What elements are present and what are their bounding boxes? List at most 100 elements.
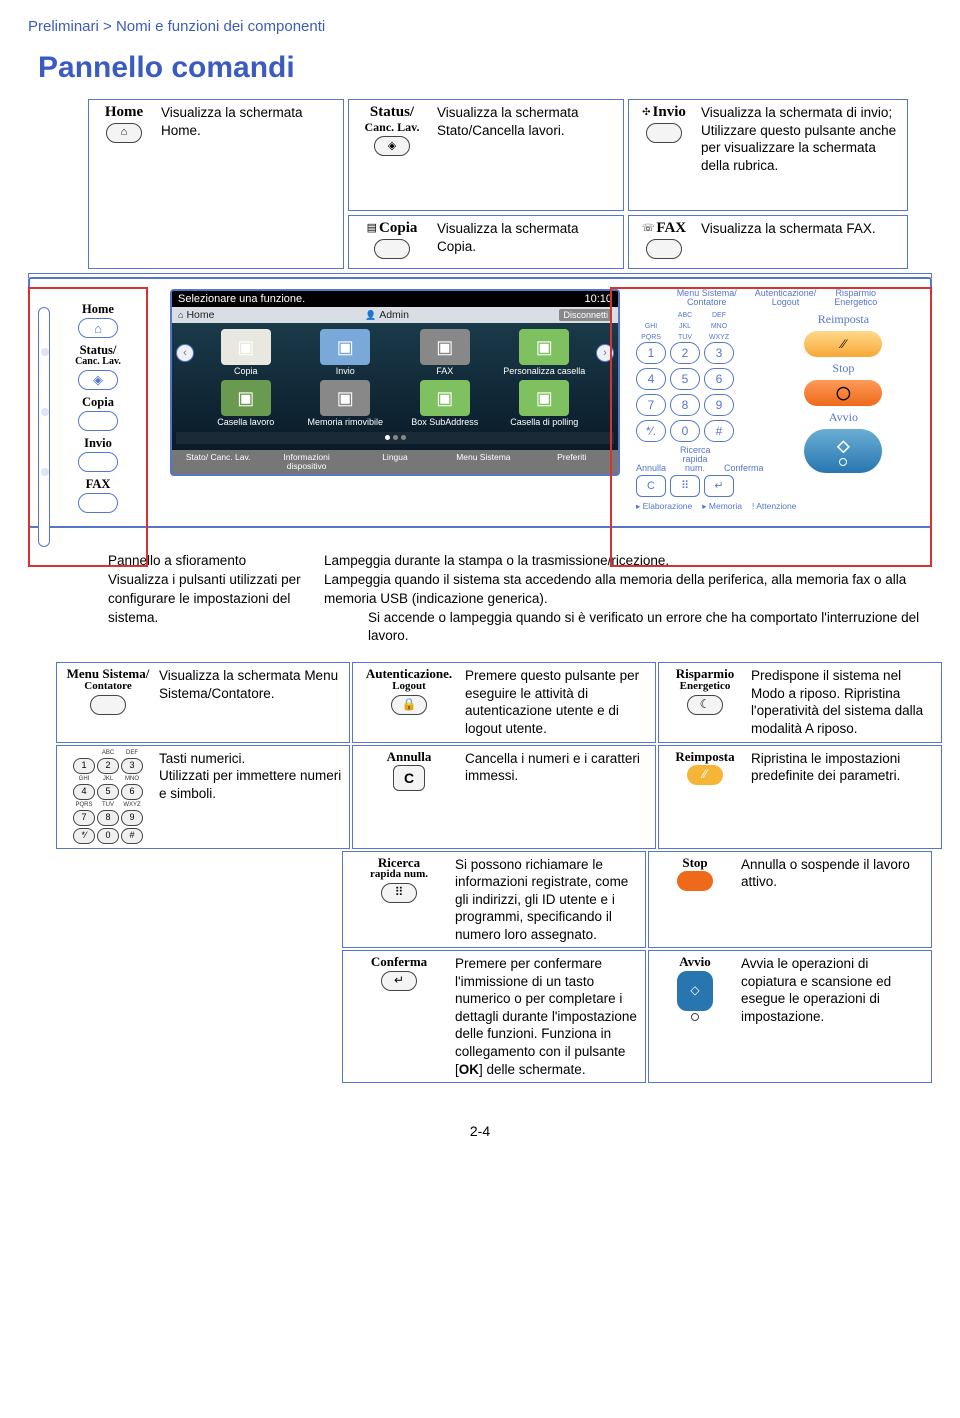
key-description-text: Ripristina le impostazioni predefinite d… [751, 750, 935, 785]
invio-key-label: ✣Invio [633, 104, 695, 143]
numpad-key[interactable]: 6 [704, 368, 734, 390]
keypad-area: Menu Sistema/Contatore Autenticazione/Log… [630, 289, 918, 512]
screen-app[interactable]: ▣Personalizza casella [498, 329, 590, 376]
numpad-key[interactable]: # [704, 420, 734, 442]
quick-search-key[interactable]: ⠿ [670, 475, 700, 497]
numpad-key[interactable]: 4 [636, 368, 666, 390]
numpad-key[interactable]: *⁄. [636, 420, 666, 442]
numpad-key[interactable]: 5 [670, 368, 700, 390]
numpad-key[interactable]: 7 [636, 394, 666, 416]
stop-label: Stop [804, 361, 882, 376]
key-button-icon: 🔒 [391, 695, 427, 715]
key-button-icon: ◇ [677, 971, 713, 1011]
reset-label: Reimposta [804, 312, 882, 327]
side-key[interactable]: ◈ [78, 370, 118, 390]
device-panel: Home⌂Status/Canc. Lav.◈CopiaInvioFAX Sel… [28, 277, 932, 528]
key-description-text: Premere per confermare l'immissione di u… [455, 955, 639, 1078]
keypad-top-label: Menu Sistema/Contatore [677, 289, 737, 308]
processing-lamp-desc: Lampeggia durante la stampa o la trasmis… [324, 552, 932, 571]
key-description-text: Premere questo pulsante per eseguire le … [465, 667, 649, 737]
key-description-cell: Autenticazione.Logout🔒Premere questo pul… [352, 662, 656, 742]
key-description-text: Si possono richiamare le informazioni re… [455, 856, 639, 944]
key-description-text: Tasti numerici.Utilizzati per immettere … [159, 750, 343, 803]
keypad-bottom-label: Annulla [636, 464, 666, 473]
reset-button[interactable]: ⁄⁄ [804, 331, 882, 357]
invio-icon [646, 123, 682, 143]
key-description-cell: Menu Sistema/ContatoreVisualizza la sche… [56, 662, 350, 742]
numpad-key[interactable]: 1 [636, 342, 666, 364]
key-description-cell: AnnullaCCancella i numeri e i caratteri … [352, 745, 656, 849]
numpad-key[interactable]: 9 [704, 394, 734, 416]
screen-bottom-item[interactable]: Stato/ Canc. Lav. [180, 453, 256, 471]
start-label: Avvio [804, 410, 882, 425]
touch-panel-desc: Pannello a sfioramento Visualizza i puls… [108, 552, 308, 646]
key-button-icon [677, 871, 713, 891]
hinge-icon [38, 307, 50, 547]
mini-numpad-key: 5 [97, 784, 119, 800]
screen-bottom-item[interactable]: Menu Sistema [445, 453, 521, 471]
fax-key-label: ☏FAX [633, 220, 695, 259]
side-key[interactable] [78, 411, 118, 431]
numpad-key[interactable]: 3 [704, 342, 734, 364]
numpad-key[interactable]: 8 [670, 394, 700, 416]
screen-admin-label: Admin [379, 309, 409, 321]
key-description-cell: Ricercarapida num.⠿Si possono richiamare… [342, 851, 646, 949]
screen-next-icon[interactable]: › [596, 344, 614, 362]
mini-numpad-key: 1 [73, 758, 95, 774]
enter-key[interactable]: ↵ [704, 475, 734, 497]
numpad-key[interactable]: 2 [670, 342, 700, 364]
clear-key[interactable]: C [636, 475, 666, 497]
screen-app[interactable]: ▣Copia [200, 329, 292, 376]
copia-key-desc: Visualizza la schermata Copia. [437, 220, 619, 255]
fax-key-desc: Visualizza la schermata FAX. [701, 220, 876, 238]
mid-descriptions: Pannello a sfioramento Visualizza i puls… [108, 552, 932, 646]
screen-app[interactable]: ▣Memoria rimovibile [299, 380, 391, 427]
key-button-icon [90, 695, 126, 715]
status-key-label: Status/ Canc. Lav. ◈ [353, 104, 431, 156]
screen-app[interactable]: ▣Casella lavoro [200, 380, 292, 427]
side-key[interactable]: ⌂ [78, 318, 118, 338]
error-lamp-desc: Si accende o lampeggia quando si è verif… [368, 609, 932, 647]
attention-indicator: ! Attenzione [752, 501, 796, 512]
keypad-bottom-label: Conferma [724, 464, 754, 473]
screen-logout-button[interactable]: Disconnetti [559, 309, 612, 321]
screen-app[interactable]: ▣Casella di polling [498, 380, 590, 427]
screen-app[interactable]: ▣Box SubAddress [399, 380, 491, 427]
key-description-cell: ABCDEF123GHIJKLMNO456PQRSTUVWXYZ789*⁄0#T… [56, 745, 350, 849]
breadcrumb: Preliminari > Nomi e funzioni dei compon… [28, 18, 932, 35]
key-description-cell: Conferma↵Premere per confermare l'immiss… [342, 950, 646, 1083]
keypad-top-label: Autenticazione/Logout [755, 289, 817, 308]
start-button[interactable]: ◇ [804, 429, 882, 473]
screen-prev-icon[interactable]: ‹ [176, 344, 194, 362]
key-description-cell: RisparmioEnergetico☾Predispone il sistem… [658, 662, 942, 742]
screen-bottom-item[interactable]: Preferiti [534, 453, 610, 471]
home-key-label: Home ⌂ [93, 104, 155, 143]
key-description-text: Avvia le operazioni di copiatura e scans… [741, 955, 925, 1025]
screen-home-label: Home [186, 309, 214, 321]
key-description-cell: Avvio◇Avvia le operazioni di copiatura e… [648, 950, 932, 1083]
keypad-top-label: RisparmioEnergetico [834, 289, 877, 308]
key-description-text: Visualizza la schermata Menu Sistema/Con… [159, 667, 343, 702]
side-key[interactable] [78, 452, 118, 472]
screen-app[interactable]: ▣FAX [399, 329, 491, 376]
processing-indicator: ▸ Elaborazione [636, 501, 692, 512]
mini-numpad-key: 7 [73, 810, 95, 826]
numpad-key[interactable]: 0 [670, 420, 700, 442]
mini-numpad-key: 6 [121, 784, 143, 800]
mini-numpad-key: 0 [97, 828, 119, 844]
side-key[interactable] [78, 493, 118, 513]
memory-indicator: ▸ Memoria [702, 501, 742, 512]
home-key-desc: Visualizza la schermata Home. [161, 104, 339, 139]
key-button-icon: ⠿ [381, 883, 417, 903]
key-description-cell: StopAnnulla o sospende il lavoro attivo. [648, 851, 932, 949]
status-key-desc: Visualizza la schermata Stato/Cancella l… [437, 104, 619, 139]
copia-icon [374, 239, 410, 259]
touch-screen[interactable]: Selezionare una funzione. 10:10 ⌂Home 👤A… [170, 289, 620, 476]
screen-bottom-item[interactable]: Lingua [357, 453, 433, 471]
stop-button[interactable]: ◯ [804, 380, 882, 406]
screen-app[interactable]: ▣Invio [299, 329, 391, 376]
home-icon: ⌂ [106, 123, 142, 143]
memory-lamp-desc: Lampeggia quando il sistema sta accedend… [324, 571, 932, 609]
copia-key-label: ▤Copia [353, 220, 431, 259]
screen-bottom-item[interactable]: Informazioni dispositivo [269, 453, 345, 471]
